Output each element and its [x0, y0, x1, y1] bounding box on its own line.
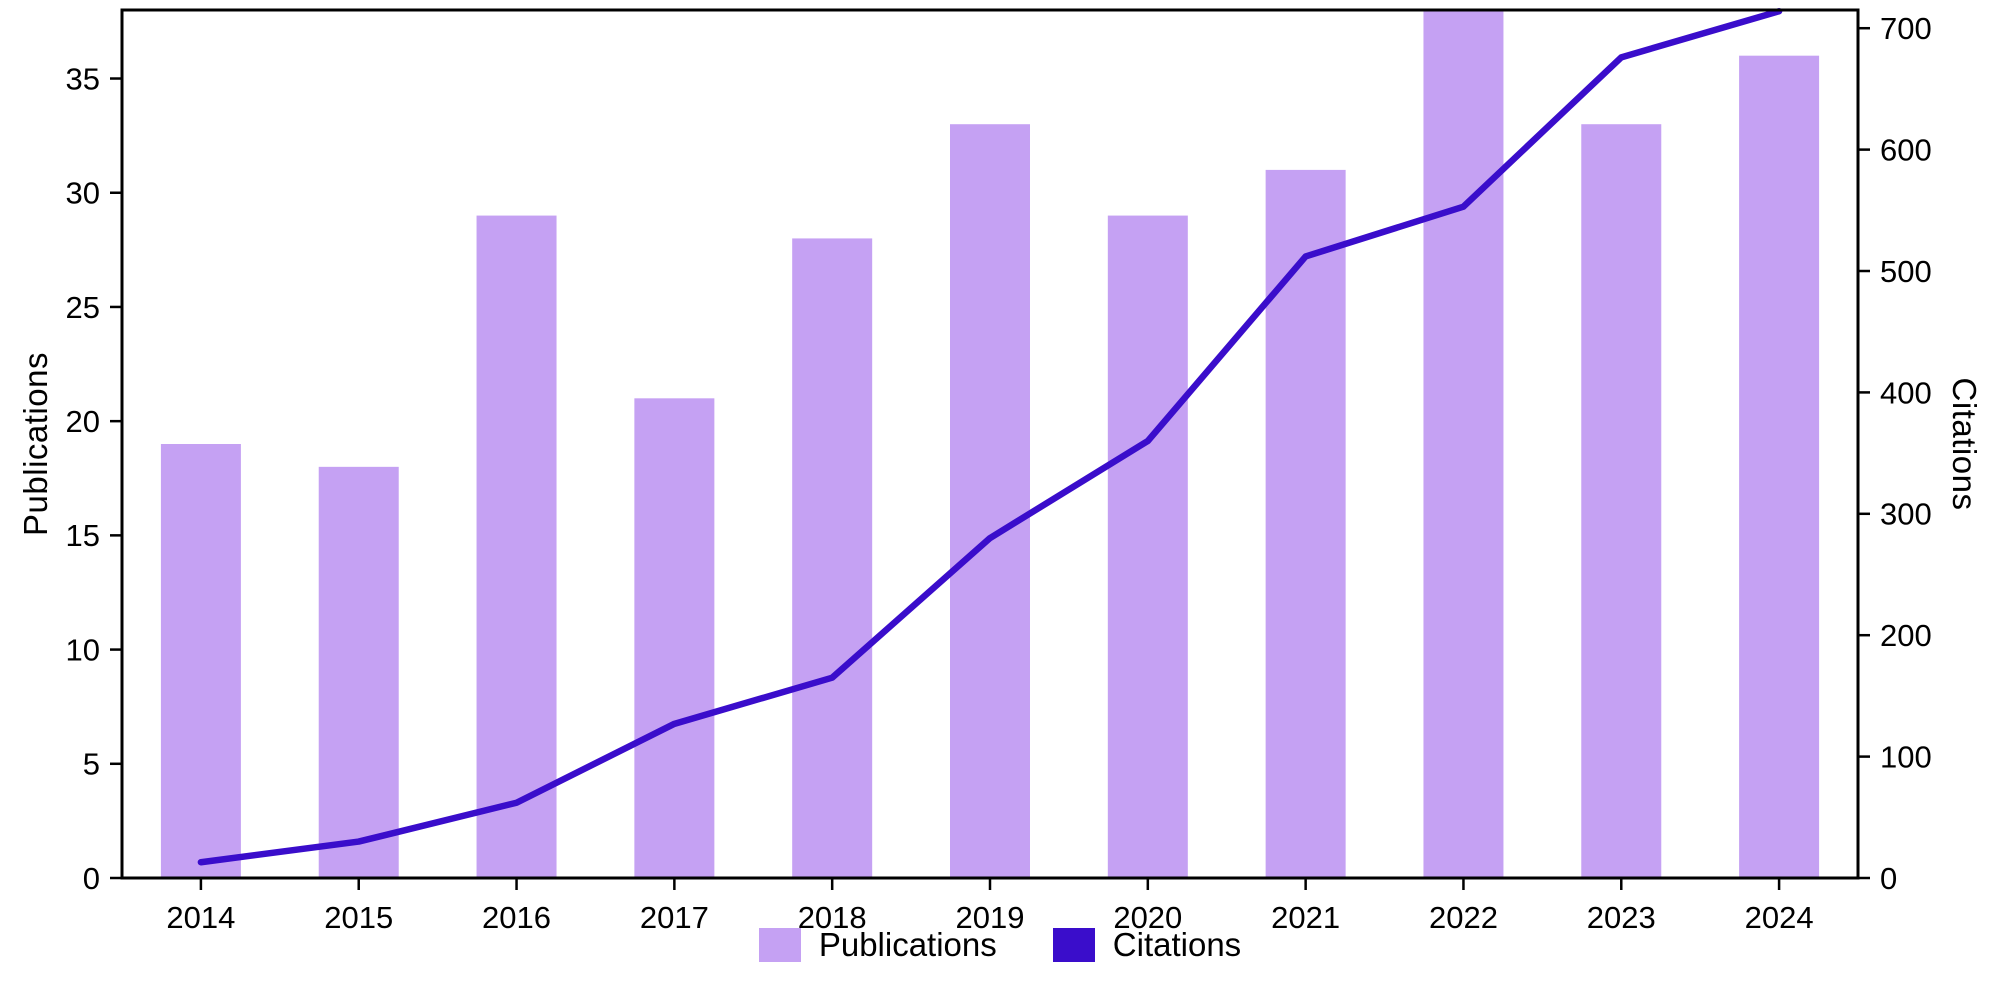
x-tick-label: 2021 [1271, 900, 1340, 935]
x-tick-label: 2022 [1429, 900, 1498, 935]
x-tick-label: 2017 [640, 900, 709, 935]
left-tick-label: 25 [66, 290, 100, 325]
legend-label-publications: Publications [818, 926, 997, 963]
left-tick-label: 20 [66, 404, 100, 439]
right-tick-label: 500 [1880, 254, 1932, 289]
publications-swatch-icon [758, 928, 801, 962]
right-tick-label: 100 [1880, 739, 1932, 774]
publications-bar [318, 466, 399, 878]
x-tick-label: 2024 [1745, 900, 1814, 935]
left-tick-label: 10 [66, 632, 100, 667]
legend-item-citations: Citations [1052, 926, 1242, 964]
right-tick-label: 0 [1880, 861, 1897, 896]
right-tick-label: 700 [1880, 11, 1932, 46]
legend: Publications Citations [0, 926, 2000, 964]
publications-bar [160, 444, 241, 878]
x-tick-label: 2015 [324, 900, 393, 935]
publications-bar [634, 398, 715, 878]
left-tick-label: 0 [83, 861, 100, 896]
left-tick-label: 30 [66, 176, 100, 211]
x-tick-label: 2014 [166, 900, 235, 935]
publications-bar [792, 238, 873, 879]
legend-item-publications: Publications [758, 926, 997, 964]
right-tick-label: 600 [1880, 132, 1932, 167]
publications-bar [1265, 169, 1346, 879]
left-tick-label: 15 [66, 518, 100, 553]
right-tick-label: 400 [1880, 375, 1932, 410]
citations-line [197, 7, 1783, 866]
right-tick-label: 200 [1880, 618, 1932, 653]
x-tick-label: 2019 [956, 900, 1025, 935]
left-tick-label: 35 [66, 61, 100, 96]
left-tick-label: 5 [83, 747, 100, 782]
x-tick-label: 2016 [482, 900, 551, 935]
right-tick-label: 300 [1880, 497, 1932, 532]
publications-bar [476, 215, 557, 878]
x-tick-label: 2018 [798, 900, 867, 935]
legend-label-citations: Citations [1112, 926, 1242, 963]
x-tick-label: 2020 [1113, 900, 1182, 935]
right-axis-title: Citations [1946, 377, 1983, 511]
publications-bar [1107, 215, 1188, 878]
x-tick-label: 2023 [1587, 900, 1656, 935]
publications-bar [1739, 55, 1820, 879]
citations-swatch-icon [1052, 928, 1095, 962]
publications-bar [1581, 124, 1662, 879]
left-axis-title: Publications [17, 352, 54, 536]
publications-bar [950, 124, 1030, 879]
publications-bar [1423, 10, 1504, 878]
